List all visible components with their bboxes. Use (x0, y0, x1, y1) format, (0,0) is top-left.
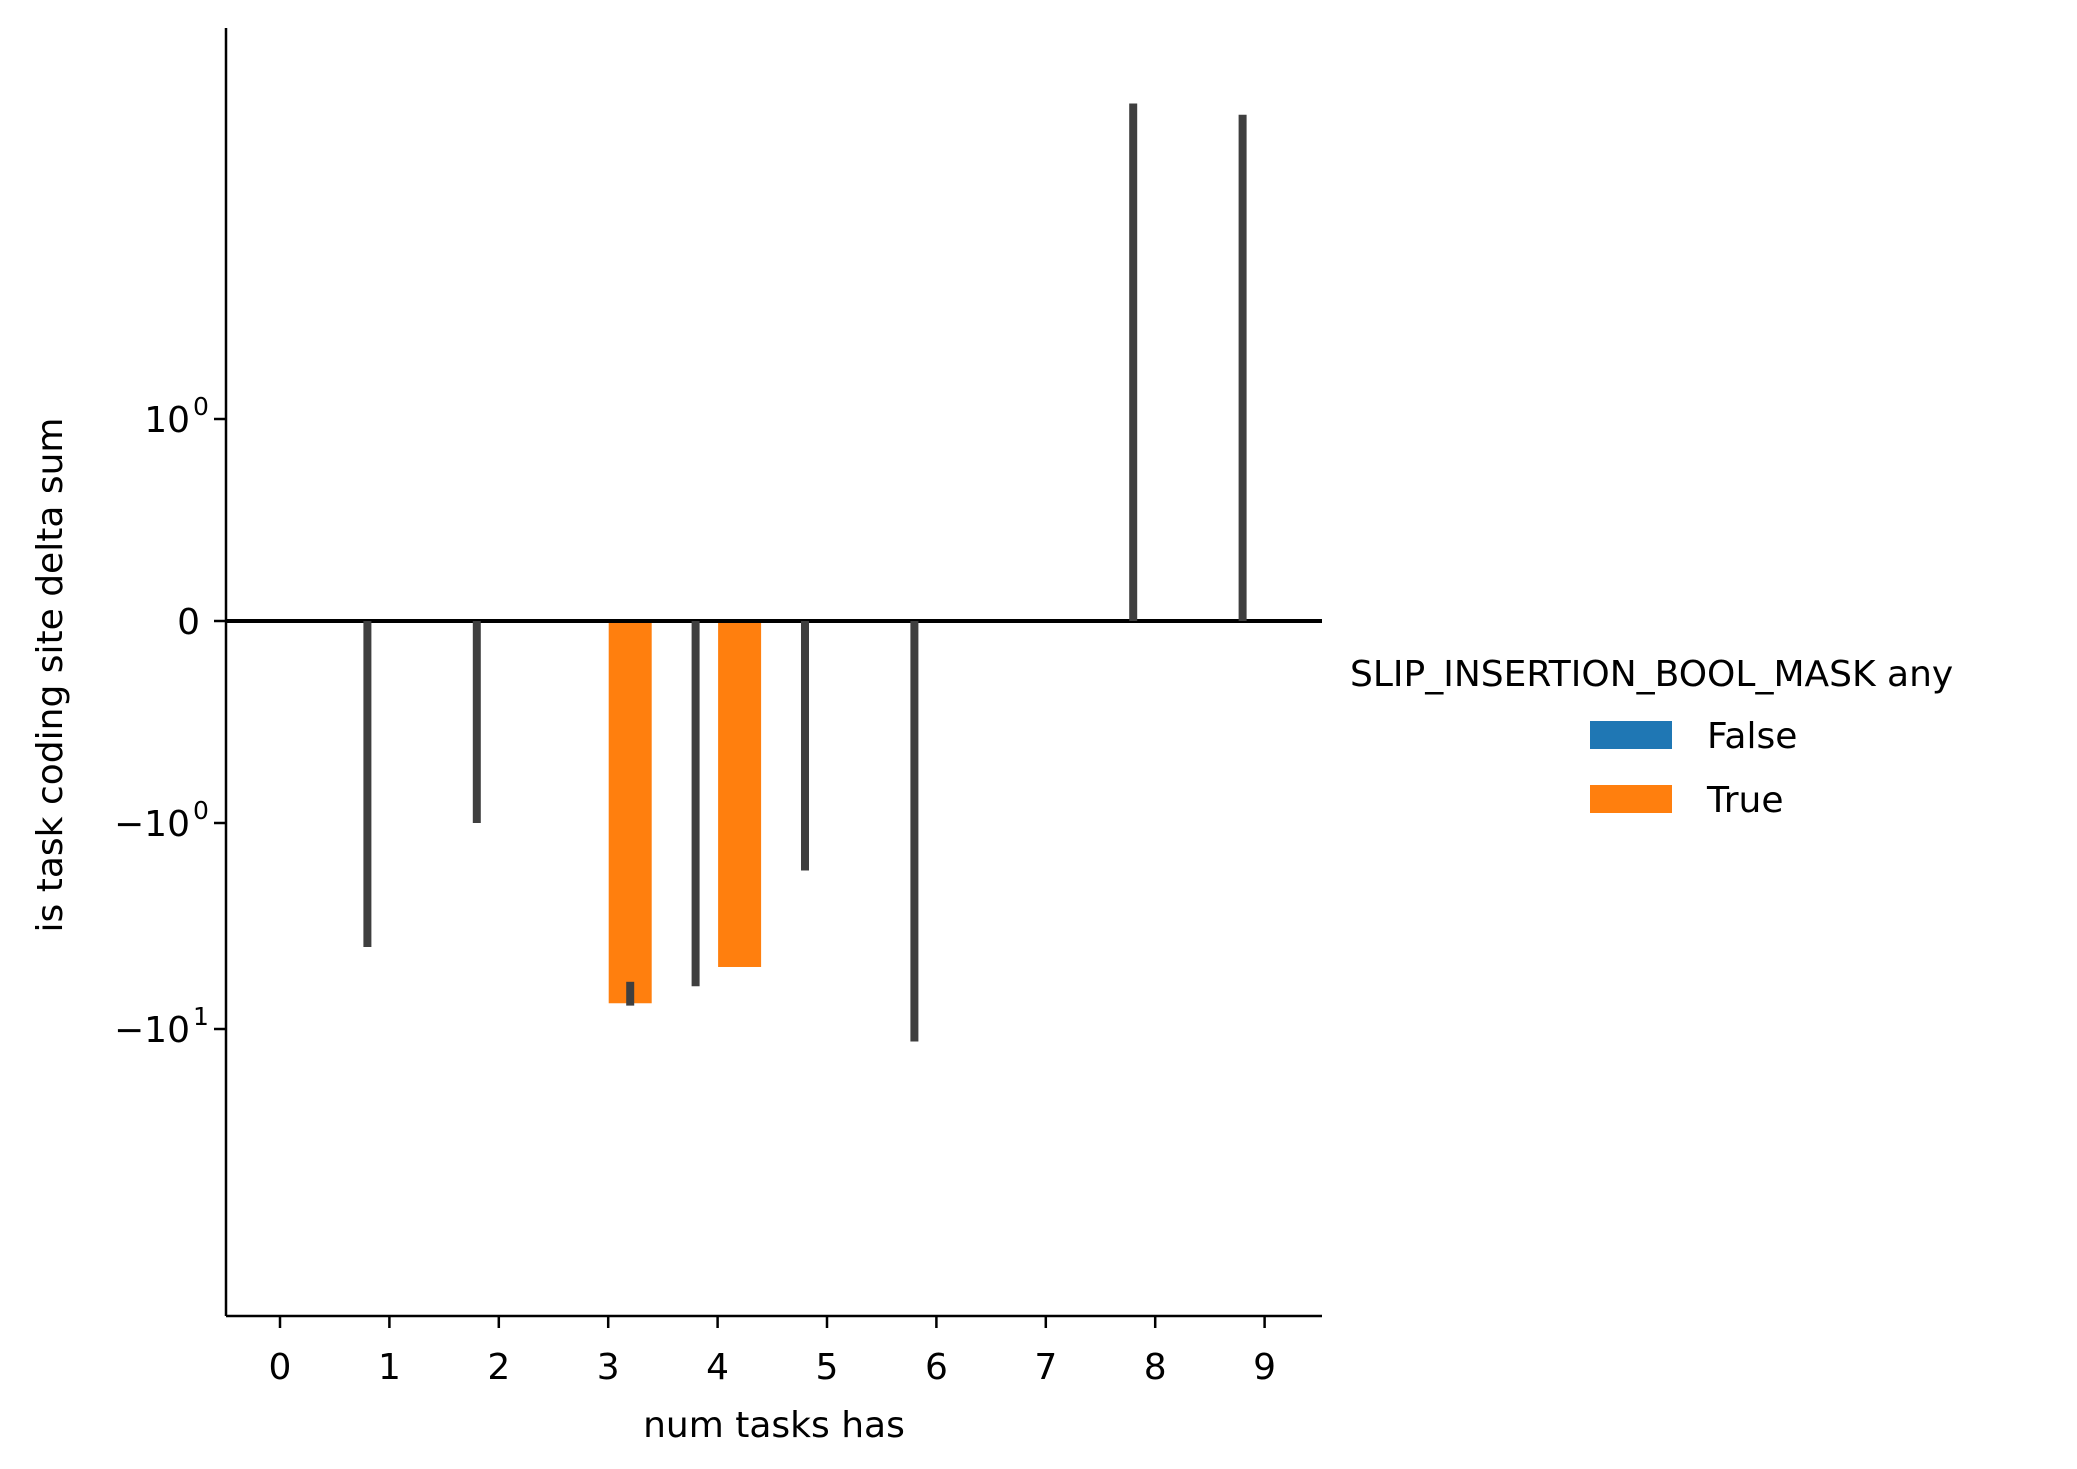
axes-layer (224, 28, 1322, 1318)
x-tick-label-8: 8 (1144, 1347, 1167, 1388)
x-tick-label-3: 3 (597, 1347, 620, 1388)
x-tick-label-6: 6 (925, 1347, 948, 1388)
legend-label-true: True (1706, 780, 1783, 821)
y-tick-label-3: −10 (114, 1010, 190, 1051)
y-tick-label-2: −10 (114, 804, 190, 845)
x-tick-label-7: 7 (1034, 1347, 1057, 1388)
y-tick-exponent-3: 1 (193, 1002, 209, 1031)
x-tick-label-1: 1 (378, 1347, 401, 1388)
legend-swatch-true (1590, 785, 1672, 813)
bar-true-4 (718, 621, 762, 967)
bar-true-3 (608, 621, 652, 1004)
legend-label-false: False (1707, 716, 1797, 757)
legend-title: SLIP_INSERTION_BOOL_MASK any (1350, 654, 1953, 695)
y-axis-label: is task coding site delta sum (30, 418, 71, 933)
x-tick-label-4: 4 (706, 1347, 729, 1388)
error-bars-layer (363, 103, 1247, 1042)
y-ticks-layer: 10 00−10 0−10 1 (114, 392, 226, 1051)
x-tick-label-0: 0 (269, 1347, 292, 1388)
y-tick-exponent-0: 0 (193, 392, 209, 421)
legend: SLIP_INSERTION_BOOL_MASK any False True (1350, 654, 1953, 821)
y-tick-label-1: 0 (177, 602, 200, 643)
x-ticks-layer: 0 1 2 3 4 5 6 7 8 9 (269, 1316, 1276, 1388)
x-tick-label-5: 5 (816, 1347, 839, 1388)
x-tick-label-9: 9 (1253, 1347, 1276, 1388)
x-tick-label-2: 2 (487, 1347, 510, 1388)
y-tick-label-0: 10 (144, 400, 190, 441)
legend-swatch-false (1590, 721, 1672, 749)
x-axis-label: num tasks has (643, 1405, 905, 1446)
y-tick-exponent-2: 0 (193, 796, 209, 825)
bars-layer (608, 621, 762, 1004)
